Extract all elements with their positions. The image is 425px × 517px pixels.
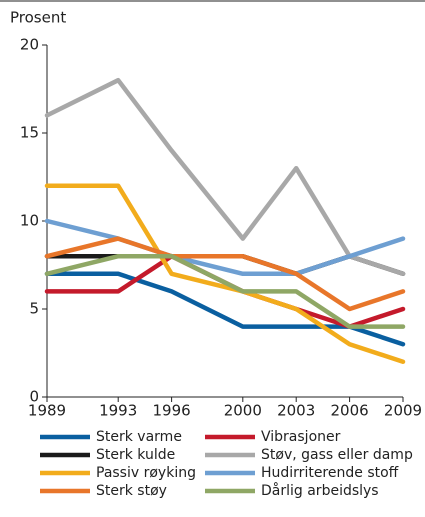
x-tick-label: 2000	[224, 402, 262, 420]
x-tick-label: 1993	[99, 402, 137, 420]
legend-label: Vibrasjoner	[261, 429, 341, 445]
legend-label: Dårlig arbeidslys	[261, 482, 379, 499]
y-tick-label: 15	[20, 124, 39, 142]
series-line	[44, 253, 406, 329]
legend-label: Sterk kulde	[96, 447, 175, 463]
series-line	[44, 236, 406, 312]
series-line	[44, 218, 406, 277]
x-tick-label: 1996	[153, 402, 191, 420]
x-tick-label: 2009	[384, 402, 422, 420]
y-tick-label: 5	[29, 300, 39, 318]
y-tick-label: 20	[20, 36, 39, 54]
x-tick-label: 1989	[28, 402, 66, 420]
x-tick-label: 2006	[331, 402, 369, 420]
y-axis-label: Prosent	[10, 9, 66, 27]
legend-label: Støv, gass eller damp	[261, 447, 413, 463]
legend-label: Sterk varme	[96, 429, 182, 445]
x-tick-label: 2003	[277, 402, 315, 420]
y-tick-label: 10	[20, 212, 39, 230]
y-tick-label: 0	[29, 388, 39, 406]
legend-label: Sterk støy	[96, 483, 167, 499]
legend-label: Passiv røyking	[96, 465, 196, 481]
legend-label: Hudirriterende stoff	[261, 465, 399, 481]
